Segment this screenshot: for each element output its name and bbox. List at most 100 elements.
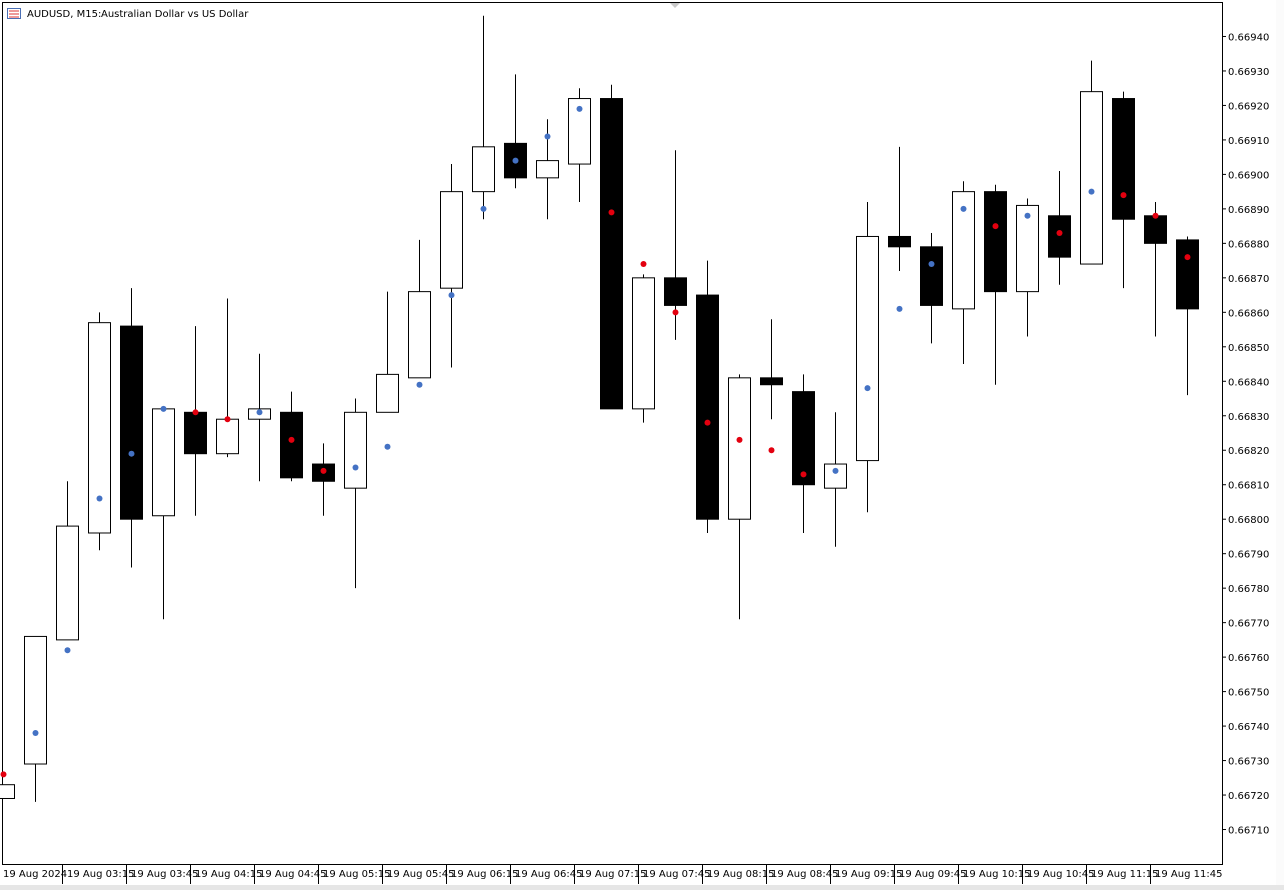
candle-body [1048,215,1071,258]
indicator-dot [288,436,295,443]
y-tick-label: 0.66890 [1228,205,1269,216]
indicator-dot [800,471,807,478]
plot-frame [2,2,1223,865]
candle-body [664,277,687,306]
indicator-dot [320,467,327,474]
candle-body [1016,204,1039,293]
indicator-dot [1056,230,1063,237]
y-tick-label: 0.66940 [1228,32,1269,43]
chart-subtitle: Australian Dollar vs US Dollar [101,9,249,20]
candle-body [568,98,591,165]
y-tick-label: 0.66730 [1228,757,1269,768]
y-tick-label: 0.66710 [1228,826,1269,837]
indicator-dot [928,261,935,268]
x-tick-label: 19 Aug 11:45 [1155,869,1222,880]
x-tick-label: 19 Aug 08:45 [771,869,838,880]
indicator-dot [1024,212,1031,219]
indicator-dot [1152,212,1159,219]
indicator-dot [544,133,551,140]
shift-marker[interactable] [670,3,680,8]
indicator-dot [480,205,487,212]
y-tick-label: 0.66740 [1228,722,1269,733]
indicator-dot [96,495,103,502]
indicator-dot [224,416,231,423]
candle-body [24,635,47,765]
indicator-dot [512,157,519,164]
y-tick-label: 0.66870 [1228,274,1269,285]
indicator-dot [768,447,775,454]
y-tick-label: 0.66900 [1228,170,1269,181]
y-tick-label: 0.66860 [1228,308,1269,319]
x-tick-label: 19 Aug 11:15 [1091,869,1158,880]
candle-body [120,325,143,520]
candle-body [1176,239,1199,310]
candle-body [600,98,623,410]
x-tick-label: 19 Aug 05:15 [323,869,390,880]
indicator-dot [416,381,423,388]
x-tick-label: 19 Aug 05:45 [387,869,454,880]
y-tick-label: 0.66760 [1228,653,1269,664]
candle-body [184,411,207,455]
indicator-dot [672,309,679,316]
y-tick-label: 0.66720 [1228,791,1269,802]
y-tick-label: 0.66840 [1228,377,1269,388]
candle-body [984,191,1007,293]
indicator-dot [896,305,903,312]
x-tick-label: 19 Aug 03:45 [131,869,198,880]
y-tick-label: 0.66780 [1228,584,1269,595]
candle-body [1112,98,1135,220]
indicator-dot [256,409,263,416]
candle-body [408,291,431,379]
candle-body [376,373,399,413]
y-tick-label: 0.66880 [1228,239,1269,250]
x-tick-label: 19 Aug 04:45 [259,869,326,880]
x-tick-label: 19 Aug 09:15 [835,869,902,880]
indicator-dot [576,105,583,112]
x-tick-label: 19 Aug 07:15 [579,869,646,880]
candle-body [440,191,463,289]
candle-body [952,191,975,310]
candle-body [88,322,111,534]
y-tick-label: 0.66850 [1228,343,1269,354]
candle-body [760,377,783,386]
candle-body [728,377,751,520]
candle-body [1080,91,1103,265]
candle-body [824,463,847,489]
candle-body [536,160,559,179]
y-tick-label: 0.66910 [1228,136,1269,147]
y-tick-label: 0.66810 [1228,481,1269,492]
indicator-dot [1088,188,1095,195]
indicator-dot [352,464,359,471]
candle-body [856,235,879,462]
plot: 0.66710 0.66720 0.66730 0.66740 0.66750 0.667… [0,15,1269,884]
indicator-dot [448,292,455,299]
indicator-dot [32,729,39,736]
y-tick-label: 0.66750 [1228,688,1269,699]
x-tick-label: 19 Aug 10:45 [1027,869,1094,880]
y-tick-label: 0.66800 [1228,515,1269,526]
candle-body [920,246,943,306]
y-tick-label: 0.66920 [1228,101,1269,112]
indicator-dot [960,205,967,212]
y-tick-label: 0.66830 [1228,412,1269,423]
chart-title: AUDUSD, M15: [27,9,101,20]
y-tick-label: 0.66790 [1228,550,1269,561]
y-tick-label: 0.66770 [1228,619,1269,630]
indicator-dot [864,385,871,392]
indicator-dot [1184,254,1191,261]
indicator-dot [384,443,391,450]
x-tick-label: 19 Aug 08:15 [707,869,774,880]
candle-body [216,418,239,455]
candle-body [1144,215,1167,244]
indicator-dot [192,409,199,416]
indicator-dot [736,436,743,443]
indicator-dot [992,223,999,230]
candle-body [56,525,79,641]
x-tick-label: 19 Aug 10:15 [963,869,1030,880]
candle-body [888,235,911,248]
indicator-dot [64,647,71,654]
status-strip [0,885,1284,890]
x-tick-label: 19 Aug 06:45 [515,869,582,880]
